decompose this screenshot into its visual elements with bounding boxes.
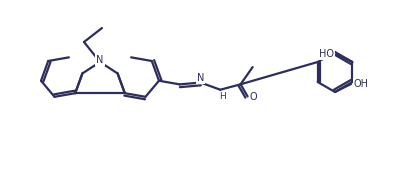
Text: N: N [197, 72, 204, 83]
Text: HO: HO [319, 49, 334, 59]
Text: N: N [96, 55, 104, 65]
Text: OH: OH [354, 79, 369, 89]
Text: O: O [250, 92, 257, 102]
Text: H: H [219, 92, 226, 101]
